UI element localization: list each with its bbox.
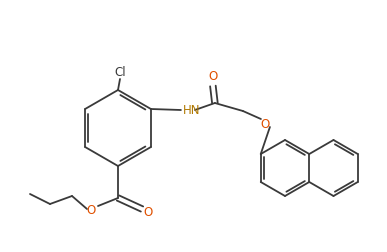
Text: O: O [260,118,269,132]
Text: Cl: Cl [114,66,126,79]
Text: O: O [143,205,152,218]
Text: O: O [208,70,217,82]
Text: HN: HN [183,105,200,117]
Text: O: O [86,204,96,216]
